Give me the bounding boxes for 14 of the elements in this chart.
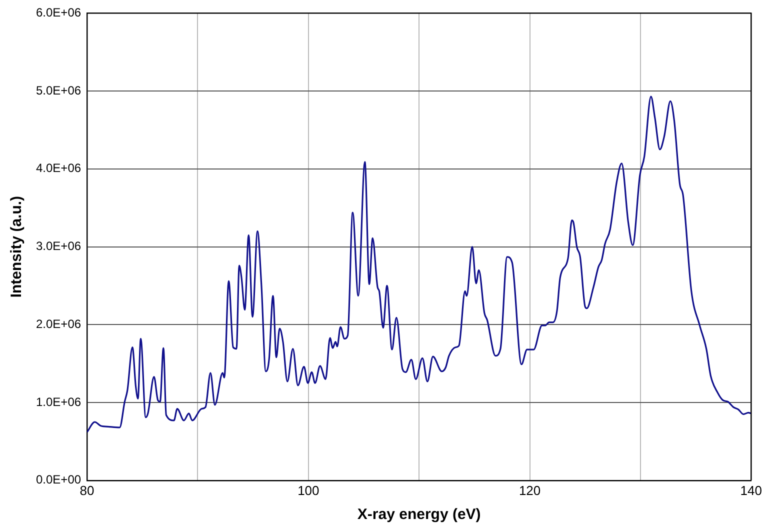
y-tick-label: 5.0E+06 <box>36 83 82 98</box>
x-tick-label: 120 <box>518 482 541 498</box>
x-tick-label: 140 <box>740 482 762 498</box>
line-series <box>87 96 752 433</box>
y-tick-label: 0.0E+00 <box>36 472 82 487</box>
y-tick-label: 3.0E+06 <box>36 239 82 254</box>
y-tick-label: 2.0E+06 <box>36 316 82 331</box>
y-tick-label: 6.0E+06 <box>36 6 82 20</box>
y-tick-label: 1.0E+06 <box>36 394 82 409</box>
x-tick-label: 100 <box>298 482 320 498</box>
x-tick-label: 80 <box>80 482 94 498</box>
x-axis-title: X-ray energy (eV) <box>357 506 481 524</box>
y-tick-label: 4.0E+06 <box>36 161 82 176</box>
y-axis-title: Intensity (a.u.) <box>8 196 26 298</box>
